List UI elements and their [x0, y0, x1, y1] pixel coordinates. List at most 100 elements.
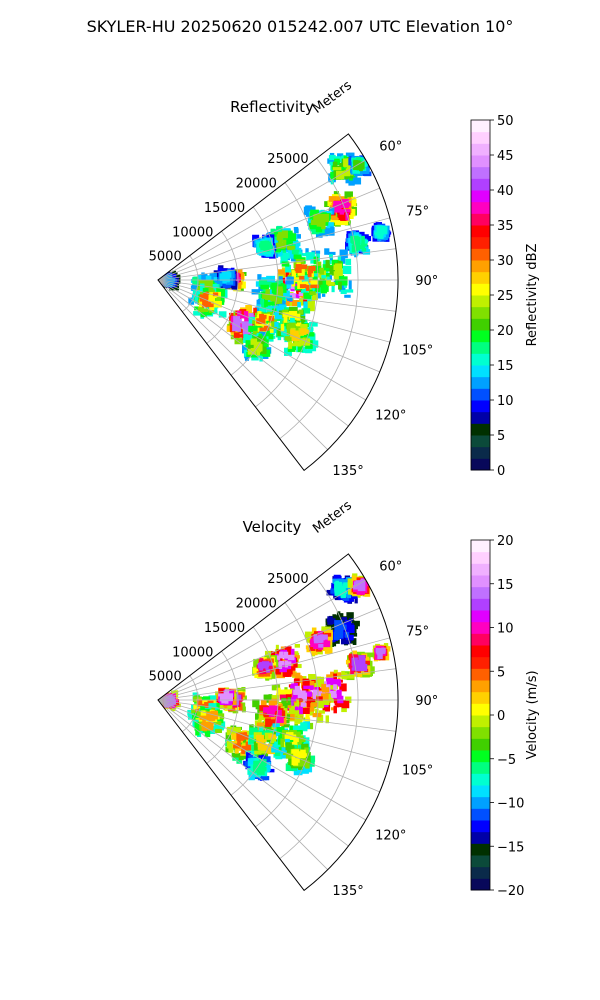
echo-pixel	[308, 344, 313, 348]
echo-pixel	[244, 761, 251, 767]
echo-pixel	[202, 300, 208, 308]
colorbar-swatch	[471, 680, 490, 693]
echo-pixel	[337, 680, 342, 687]
echo-pixel	[258, 755, 264, 761]
echo-pixel	[301, 308, 311, 314]
echo-pixel	[299, 284, 307, 289]
echo-pixel	[275, 669, 282, 675]
echo-pixel	[353, 581, 359, 589]
echo-pixel	[279, 694, 288, 701]
echo-pixel	[241, 321, 251, 329]
echo-pixel	[275, 717, 284, 723]
echo-pixel	[211, 292, 216, 302]
echo-pixel	[341, 617, 348, 621]
echo-pixel	[259, 766, 267, 772]
echo-pixel	[282, 702, 288, 709]
colorbar-swatch	[471, 365, 490, 378]
echo-pixel	[226, 726, 236, 736]
colorbar-tick-label: 30	[497, 254, 514, 269]
echo-pixel	[257, 274, 262, 280]
radial-axis-label: Meters	[310, 78, 355, 117]
colorbar-swatch	[471, 750, 490, 763]
echo-pixel	[352, 620, 360, 627]
colorbar-swatch	[471, 213, 490, 226]
echo-pixel	[259, 663, 265, 669]
echo-pixel	[274, 311, 280, 320]
echo-pixel	[339, 613, 344, 623]
echo-pixel	[293, 765, 298, 771]
echo-pixel	[253, 307, 257, 316]
echo-pixel	[291, 697, 296, 702]
azimuth-gridline	[157, 699, 349, 847]
angle-tick-label: 120°	[375, 408, 406, 423]
echo-pixel	[288, 757, 292, 765]
echo-pixel	[295, 319, 301, 324]
echo-pixel	[339, 218, 349, 226]
echo-pixel	[312, 276, 318, 281]
echo-pixel	[310, 220, 320, 226]
azimuth-gridline	[157, 279, 380, 373]
colorbar-swatch	[471, 645, 490, 658]
echo-pixel	[293, 767, 303, 776]
echo-pixel	[282, 667, 292, 677]
echo-pixel	[266, 306, 273, 314]
colorbar-swatch	[471, 563, 490, 576]
echo-pixel	[302, 692, 308, 700]
echo-pixel	[321, 640, 331, 648]
echo-pixel	[296, 753, 306, 759]
echo-pixel	[347, 639, 352, 644]
echo-pixel	[293, 694, 298, 698]
echo-pixel	[336, 672, 342, 677]
echo-pixel	[196, 710, 203, 717]
echo-pixel	[308, 680, 315, 690]
echo-pixel	[315, 290, 321, 299]
echo-pixel	[196, 699, 203, 707]
echo-pixel	[276, 245, 285, 249]
echo-pixel	[344, 191, 353, 200]
echo-pixel	[302, 253, 309, 257]
echo-pixel	[313, 634, 318, 640]
echo-pixel	[298, 676, 304, 684]
echo-pixel	[365, 652, 375, 658]
echo-pixel	[259, 668, 266, 674]
echo-pixel	[364, 656, 369, 664]
colorbar-swatch	[471, 656, 490, 669]
echo-pixel	[202, 719, 206, 725]
echo-pixel	[310, 279, 318, 285]
echo-pixel	[199, 715, 208, 720]
echo-pixel	[251, 289, 261, 295]
echo-pixel	[237, 315, 245, 319]
echo-pixel	[350, 208, 356, 217]
echo-pixel	[236, 757, 243, 764]
echo-pixel	[351, 575, 356, 582]
echo-pixel	[237, 310, 242, 318]
echo-pixel	[318, 643, 324, 648]
angle-tick-label: 135°	[332, 464, 363, 479]
echo-pixel	[203, 273, 208, 283]
echo-pixel	[208, 287, 214, 294]
echo-pixel	[304, 747, 309, 757]
echo-pixel	[294, 720, 298, 729]
echo-pixel	[325, 220, 329, 226]
echo-pixel	[309, 703, 315, 712]
echo-pixel	[287, 298, 293, 302]
echo-pixel	[196, 287, 204, 291]
echo-pixel	[294, 675, 302, 679]
colorbar-swatch	[471, 446, 490, 459]
echo-pixel	[302, 707, 310, 714]
echo-pixel	[265, 718, 271, 727]
echo-pixel	[332, 259, 339, 265]
echo-pixel	[277, 293, 283, 302]
echo-pixel	[301, 318, 306, 325]
echo-pixel	[256, 304, 261, 309]
echo-pixel	[352, 177, 362, 185]
echo-pixel	[256, 734, 265, 744]
echo-pixel	[341, 670, 345, 675]
echo-pixel	[248, 754, 253, 760]
echo-pixel	[304, 631, 313, 639]
colorbar-swatch	[471, 691, 490, 704]
echo-pixel	[298, 264, 308, 270]
echo-pixel	[301, 275, 309, 280]
echo-pixel	[327, 213, 337, 218]
echo-pixel	[346, 158, 350, 167]
